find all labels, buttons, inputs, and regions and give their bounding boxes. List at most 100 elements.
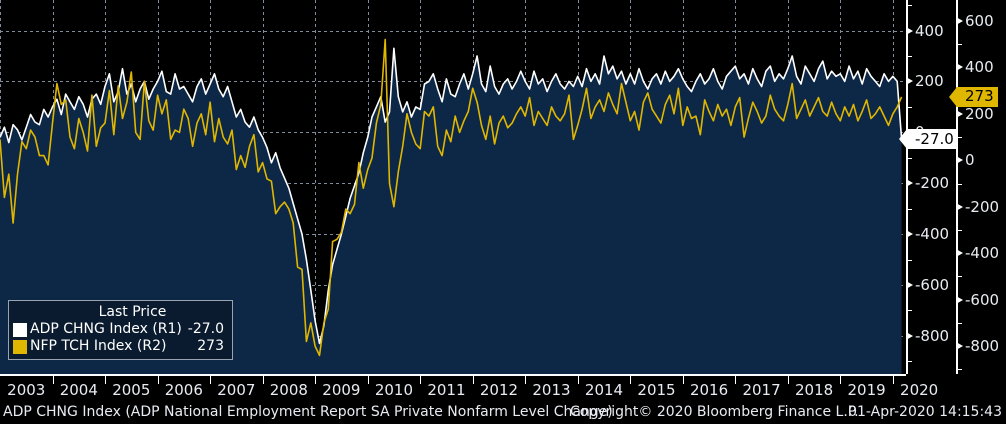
legend-series-value: -27.0 xyxy=(187,321,224,337)
x-tick xyxy=(105,376,106,384)
x-tick xyxy=(420,376,421,384)
x-tick-label: 2014 xyxy=(584,381,624,399)
y-tick-label: -600 xyxy=(965,290,1000,309)
y-tick-major xyxy=(906,26,913,35)
y-tick-minor xyxy=(956,137,962,139)
y-tick-minor xyxy=(906,5,912,7)
x-tick xyxy=(683,376,684,384)
x-tick xyxy=(53,376,54,384)
x-tick-label: 2017 xyxy=(742,381,781,399)
x-tick xyxy=(315,376,316,384)
series-area-0 xyxy=(0,48,902,374)
x-tick xyxy=(158,376,159,384)
y-tick-label: -600 xyxy=(915,275,950,294)
x-tick xyxy=(630,376,631,384)
y-tick-minor xyxy=(906,157,912,159)
x-tick xyxy=(893,376,894,384)
chart-svg xyxy=(0,0,906,374)
legend-color-swatch xyxy=(13,339,27,354)
y-axis-r2: 600 400 200 0 -200 -400 -600 -800 xyxy=(956,0,1006,374)
x-tick-label: 2016 xyxy=(689,381,729,399)
y-tick-label: 400 xyxy=(915,21,944,40)
y-tick-label: 600 xyxy=(965,11,994,30)
x-tick-label: 2019 xyxy=(847,381,886,399)
x-tick xyxy=(788,376,789,384)
x-tick-label: 2011 xyxy=(427,381,466,399)
y-tick-major xyxy=(906,280,913,289)
x-tick xyxy=(368,376,369,384)
y-axis-r2-spine xyxy=(956,0,958,374)
x-tick-label: 2008 xyxy=(269,381,308,399)
legend-row[interactable]: ADP CHNG Index (R1) -27.0 xyxy=(13,321,224,338)
x-tick xyxy=(473,376,474,384)
y-tick-minor xyxy=(956,322,962,324)
last-price-flag-r2: 273 xyxy=(949,86,998,107)
x-tick xyxy=(525,376,526,384)
x-tick-label: 2005 xyxy=(112,381,151,399)
y-tick-major xyxy=(906,230,913,239)
x-tick-label: 2013 xyxy=(532,381,571,399)
x-tick-label: 2007 xyxy=(217,381,256,399)
y-tick-minor xyxy=(906,208,912,210)
footer-copyright: Copyright© 2020 Bloomberg Finance L.P. xyxy=(570,404,859,420)
y-tick-minor xyxy=(956,229,962,231)
x-tick-label: 2020 xyxy=(900,381,939,399)
x-axis: 2003 2004 2005 2006 2007 2008 2009 2010 2011 2012… xyxy=(0,374,938,400)
y-tick-minor xyxy=(906,106,912,108)
x-tick xyxy=(263,376,264,384)
y-tick-minor xyxy=(906,361,912,363)
y-tick-label: -800 xyxy=(915,326,950,345)
y-tick-minor xyxy=(956,276,962,278)
legend-color-swatch xyxy=(13,322,27,337)
y-tick-label: 200 xyxy=(915,72,944,91)
y-tick-minor xyxy=(956,183,962,185)
y-tick-minor xyxy=(906,310,912,312)
y-tick-major xyxy=(956,249,963,258)
x-tick xyxy=(840,376,841,384)
y-tick-label: -800 xyxy=(965,337,1000,356)
x-tick xyxy=(210,376,211,384)
legend-title: Last Price xyxy=(98,304,167,320)
last-price-flag-r1: -27.0 xyxy=(899,129,958,150)
y-tick-major xyxy=(906,179,913,188)
series-line-1 xyxy=(0,38,903,357)
y-tick-major xyxy=(956,156,963,165)
y-tick-minor xyxy=(906,259,912,261)
x-tick xyxy=(578,376,579,384)
y-tick-major xyxy=(956,63,963,72)
y-tick-label: -400 xyxy=(965,244,1000,263)
x-tick-label: 2018 xyxy=(794,381,834,399)
y-tick-label: 200 xyxy=(965,104,994,123)
chart-legend[interactable]: Last Price ADP CHNG Index (R1) -27.0 NFP T… xyxy=(8,300,233,360)
footer-security-description: ADP CHNG Index (ADP National Employment … xyxy=(3,404,613,420)
x-tick-label: 2003 xyxy=(7,381,46,399)
y-tick-major xyxy=(956,342,963,351)
x-tick-label: 2015 xyxy=(637,381,676,399)
y-tick-major xyxy=(956,16,963,25)
x-tick xyxy=(735,376,736,384)
y-tick-minor xyxy=(956,44,962,46)
legend-row[interactable]: NFP TCH Index (R2) 273 xyxy=(13,338,224,355)
x-tick-label: 2012 xyxy=(479,381,519,399)
y-tick-label: -200 xyxy=(915,174,950,193)
x-tick-label: 2004 xyxy=(59,381,98,399)
x-tick-label: 2006 xyxy=(164,381,203,399)
legend-series-value: 273 xyxy=(197,338,224,354)
y-tick-major xyxy=(956,202,963,211)
y-tick-major xyxy=(956,109,963,118)
y-tick-minor xyxy=(906,55,912,57)
y-tick-label: -400 xyxy=(915,225,950,244)
x-tick-label: 2009 xyxy=(322,381,361,399)
y-tick-label: 400 xyxy=(965,58,994,77)
y-tick-label: 0 xyxy=(965,151,975,170)
y-tick-minor xyxy=(956,369,962,371)
y-tick-major xyxy=(956,295,963,304)
footer-timestamp: 01-Apr-2020 14:15:43 xyxy=(848,404,1002,420)
legend-series-name: NFP TCH Index (R2) xyxy=(30,338,167,354)
legend-rows: ADP CHNG Index (R1) -27.0 NFP TCH Index (R… xyxy=(13,321,224,355)
legend-series-name: ADP CHNG Index (R1) xyxy=(30,321,182,337)
x-tick-label: 2010 xyxy=(374,381,413,399)
y-tick-major xyxy=(906,331,913,340)
